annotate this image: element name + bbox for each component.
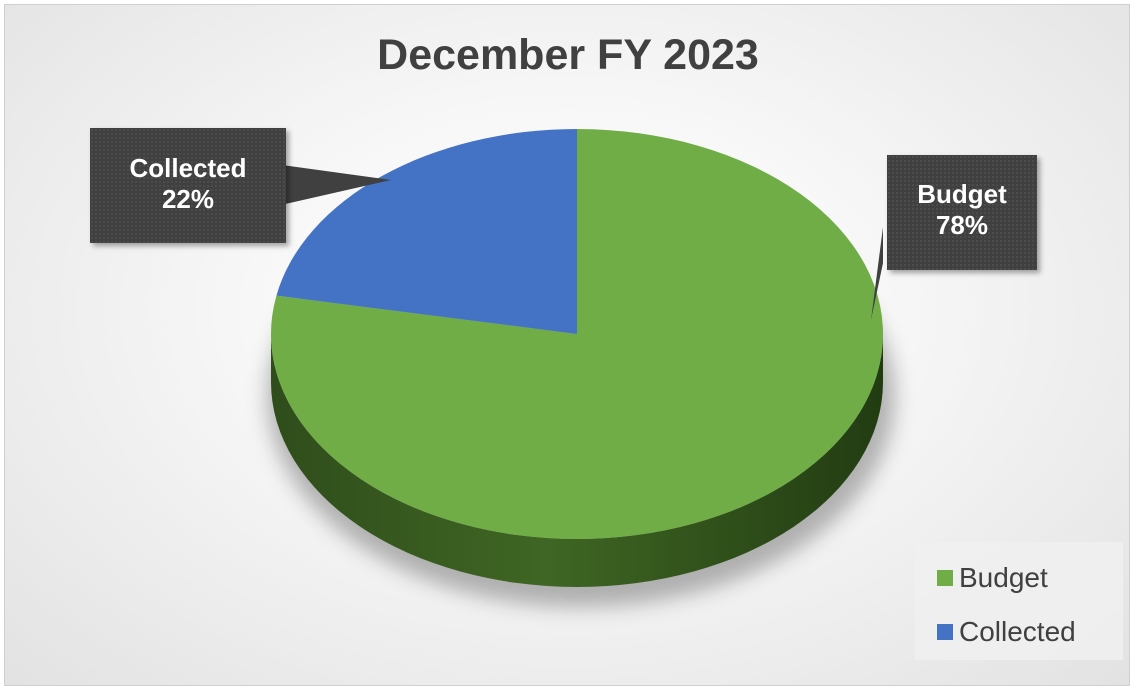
- data-label-budget-value: 78%: [935, 210, 989, 240]
- data-label-collected: Collected 22%: [90, 128, 286, 243]
- legend-item-collected[interactable]: Collected: [937, 610, 1123, 654]
- legend-swatch-collected: [937, 624, 953, 640]
- legend-swatch-budget: [937, 570, 953, 586]
- legend: Budget Collected: [915, 542, 1123, 660]
- pie-side-wall: [271, 334, 883, 587]
- pie-slice-collected[interactable]: [276, 129, 577, 334]
- legend-label-collected: Collected: [959, 616, 1076, 647]
- chart-title: December FY 2023: [377, 31, 759, 79]
- legend-label-budget: Budget: [959, 562, 1048, 593]
- data-label-budget-name: Budget: [917, 179, 1007, 209]
- data-label-collected-name: Collected: [129, 153, 247, 183]
- legend-item-budget[interactable]: Budget: [937, 556, 1123, 600]
- callout-pointer-budget: [871, 227, 883, 320]
- data-label-budget: Budget 78%: [887, 155, 1037, 270]
- chart-area: December FY 2023 Collected 22% Budget 78…: [4, 4, 1130, 686]
- data-label-collected-value: 22%: [161, 184, 215, 214]
- pie-chart: [246, 129, 895, 607]
